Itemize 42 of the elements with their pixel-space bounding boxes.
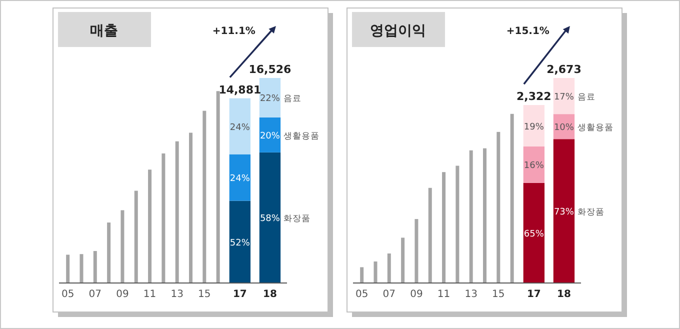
annotation: 10% <box>554 123 574 134</box>
x-tick-label: 07 <box>88 289 102 300</box>
x-tick-label: 15 <box>492 289 505 300</box>
series-label: 화장품 <box>578 208 605 218</box>
series-label: 화장품 <box>284 214 311 224</box>
annotation: 2,322 <box>516 90 552 104</box>
x-tick-label: 18 <box>557 289 571 300</box>
x-tick-label: 13 <box>464 289 478 300</box>
x-tick-label: 05 <box>355 289 368 300</box>
annotation: 22% <box>260 94 280 104</box>
x-tick-label: 17 <box>232 289 247 300</box>
annotation: 16% <box>524 161 544 172</box>
x-tick-label: 09 <box>116 289 129 300</box>
annotation: 20% <box>260 131 280 142</box>
annotation: 73% <box>554 208 574 218</box>
x-tick-label: 07 <box>382 289 396 300</box>
annotation: 24% <box>230 174 250 184</box>
annotation: 24% <box>230 122 250 133</box>
series-label: 생활용품 <box>578 123 614 134</box>
annotation: 58% <box>260 214 280 224</box>
text: 2,673 <box>546 63 582 76</box>
x-tick-label: 11 <box>143 289 156 300</box>
x-tick-label: 05 <box>61 289 74 300</box>
x-tick-label: 15 <box>198 289 211 300</box>
series-label: 생활용품 <box>284 131 320 142</box>
text: 16,526 <box>248 63 292 76</box>
annotation: 17% <box>554 92 574 103</box>
x-tick-label: 17 <box>526 289 541 300</box>
x-tick-label: 11 <box>437 289 450 300</box>
annotation: 52% <box>230 238 250 248</box>
chart-title: 매출 <box>90 23 118 39</box>
chart-title: 영업이익 <box>370 23 426 39</box>
annotation: 65% <box>524 229 544 240</box>
annotation: 14,881 <box>218 83 262 96</box>
x-tick-label: 18 <box>263 289 277 300</box>
series-label: 음료 <box>284 94 302 104</box>
text: +11.1% <box>212 26 256 37</box>
text: +15.1% <box>506 26 550 37</box>
x-tick-label: 13 <box>170 289 184 300</box>
series-label: 음료 <box>578 92 596 103</box>
annotation: 19% <box>524 122 544 132</box>
x-tick-label: 09 <box>410 289 423 300</box>
